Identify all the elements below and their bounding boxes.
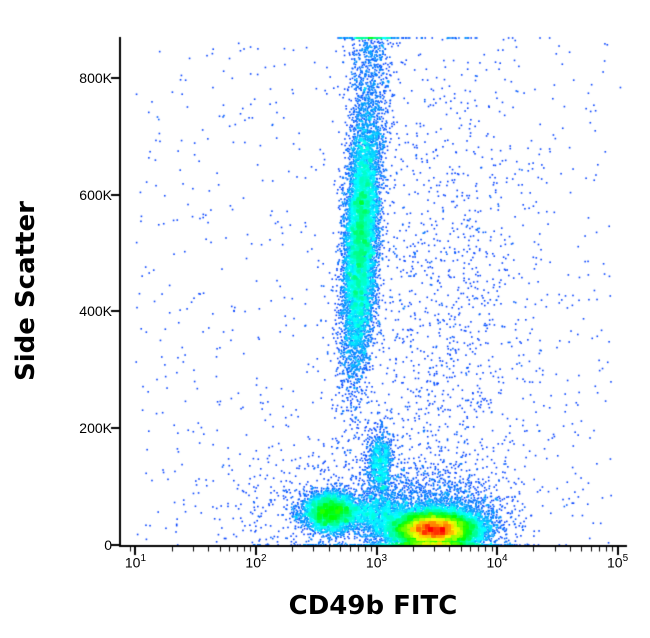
y-tick-label: 400K [79, 303, 112, 320]
x-tick-label: 105 [606, 553, 629, 571]
x-tick-exponent: 1 [140, 553, 147, 564]
x-tick-exponent: 3 [381, 553, 388, 564]
x-tick-label: 103 [365, 553, 388, 571]
x-tick-exponent: 4 [502, 553, 508, 564]
x-tick-label: 102 [245, 553, 267, 571]
x-tick-label: 104 [486, 553, 508, 571]
y-axis-title: Side Scatter [11, 201, 41, 381]
x-tick-exponent: 2 [260, 553, 267, 564]
y-tick-label: 600K [79, 186, 112, 203]
y-tick-label: 800K [79, 69, 112, 86]
x-axis-title: CD49b FITC [288, 591, 458, 621]
x-tick-label: 101 [124, 553, 147, 571]
x-tick-exponent: 5 [622, 553, 629, 564]
y-tick-label: 200K [79, 420, 112, 437]
y-tick-label: 0 [104, 537, 112, 553]
